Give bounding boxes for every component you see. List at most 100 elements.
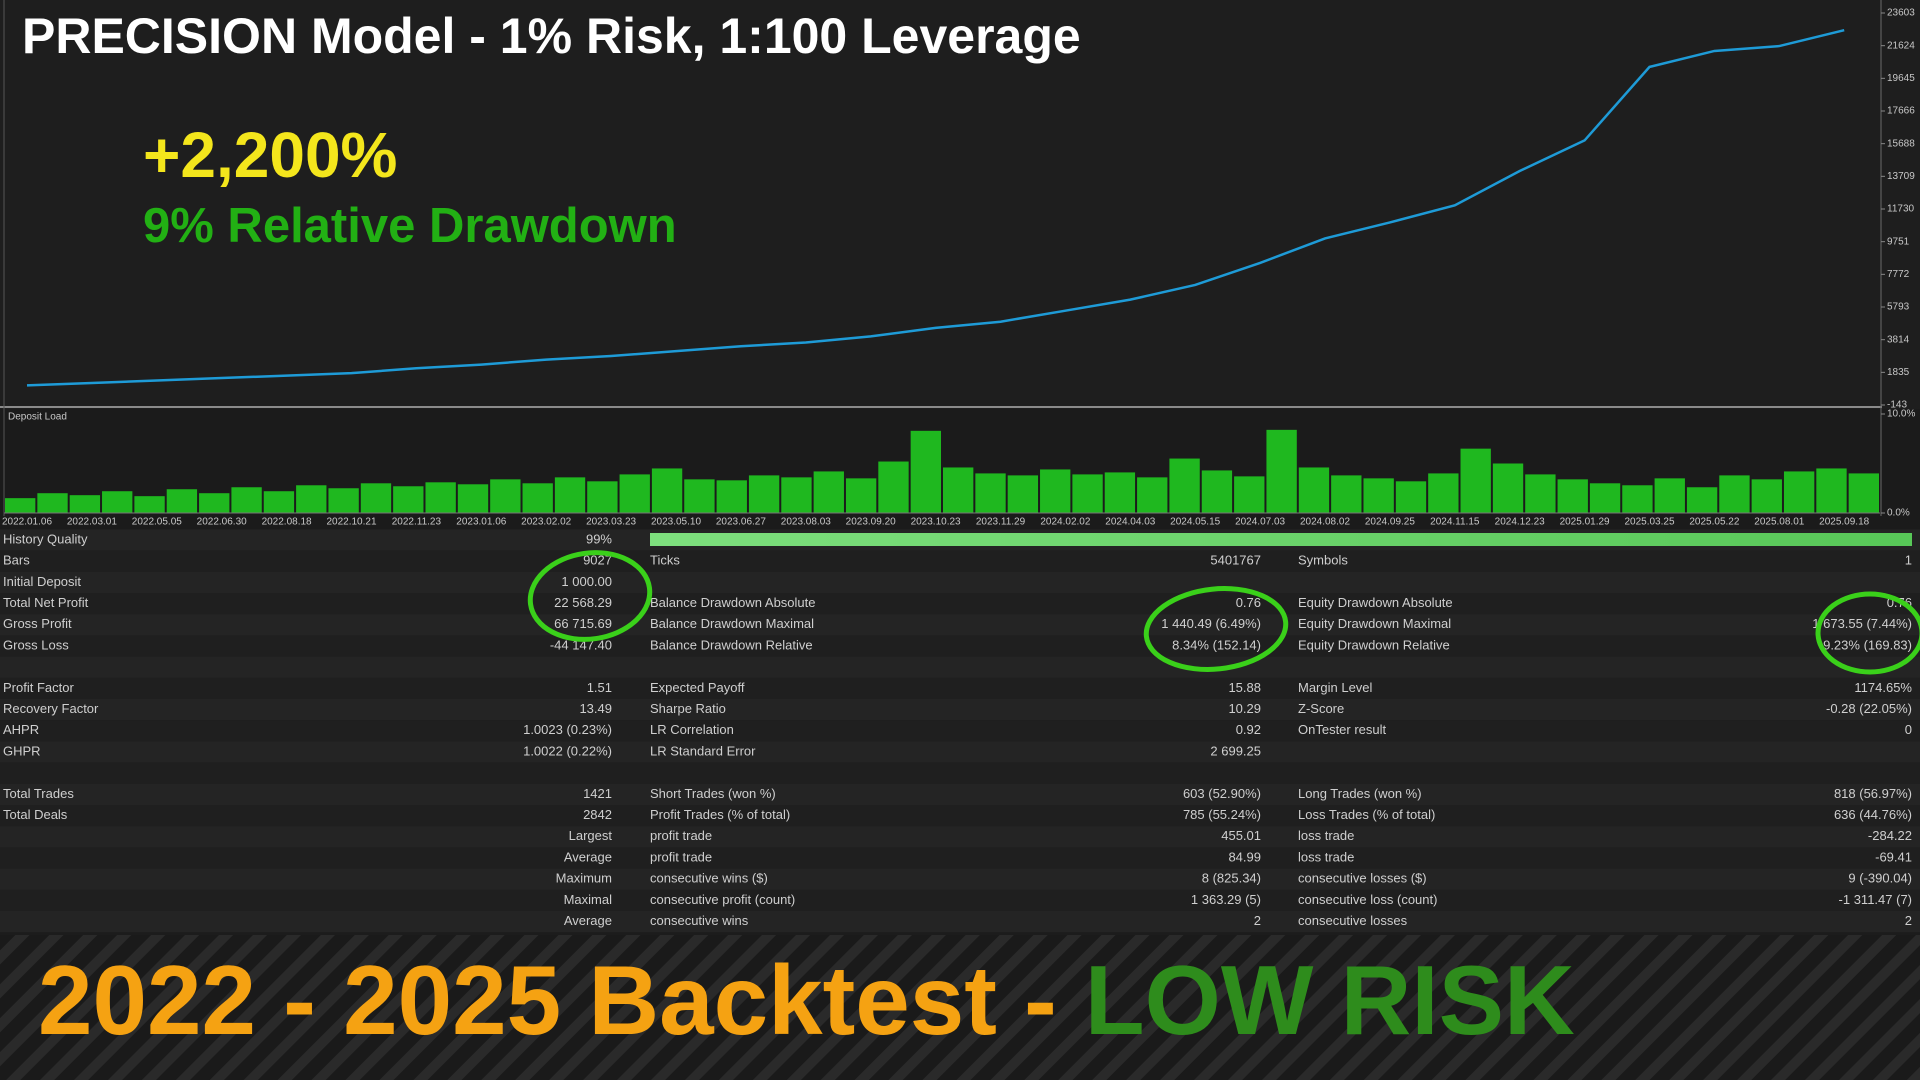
load-bar [1654,478,1685,513]
y-tick-label: 13709 [1887,171,1915,182]
row-value: -69.41 [1875,849,1912,864]
row-value: Largest [569,828,613,843]
load-bar [102,491,133,513]
x-tick-label: 2022.10.21 [326,517,376,528]
row-value: -1 311.47 (7) [1839,892,1912,907]
load-bar [1007,475,1039,513]
load-bar [716,480,747,513]
row-value: 1.0023 (0.23%) [523,722,612,737]
row-bg [0,550,1920,572]
x-tick-label: 2022.03.01 [67,517,117,528]
load-bar [1040,469,1071,513]
row-label: GHPR [3,743,41,758]
x-tick-label: 2024.04.03 [1105,517,1155,528]
row-value: 5401767 [1210,553,1261,568]
x-tick-label: 2024.12.23 [1495,517,1545,528]
load-bar [1331,475,1362,513]
row-value: 1 363.29 (5) [1191,892,1261,907]
load-bar [328,488,359,513]
row-label: Gross Profit [3,616,72,631]
row-label: OnTester result [1298,722,1387,737]
load-bar [748,475,780,513]
load-bar [69,495,101,513]
row-value: 2 699.25 [1210,743,1261,758]
row-value: 818 (56.97%) [1834,786,1912,801]
row-value: -44 147.40 [550,637,612,652]
load-bar [1622,485,1653,513]
row-bg [0,868,1920,890]
row-value: 66 715.69 [554,616,612,631]
x-tick-label: 2023.08.03 [781,517,831,528]
row-value: 9027 [583,553,612,568]
load-bar [263,491,295,513]
quality-bar [650,533,1912,546]
load-bar [1363,478,1394,513]
x-tick-label: 2023.10.23 [911,517,961,528]
row-label: Equity Drawdown Relative [1298,637,1450,652]
row-value: -0.28 (22.05%) [1826,701,1912,716]
load-bar [1428,473,1459,513]
row-value: 636 (44.76%) [1834,807,1912,822]
row-value: 22 568.29 [554,595,612,610]
row-bg [0,762,1920,784]
x-tick-label: 2025.05.22 [1689,517,1739,528]
load-bar [231,487,262,513]
row-bg [0,635,1920,657]
row-value: 8.34% (152.14) [1172,637,1261,652]
x-tick-label: 2024.08.02 [1300,517,1350,528]
row-label: consecutive wins ($) [650,871,768,886]
row-value: 9.23% (169.83) [1823,637,1912,652]
x-tick-label: 2023.02.02 [521,517,571,528]
row-value: 603 (52.90%) [1183,786,1261,801]
load-bar [587,481,618,513]
row-value: 1 673.55 (7.44%) [1812,616,1912,631]
row-label: Initial Deposit [3,574,81,589]
load-bar [1460,448,1491,513]
load-bar [1751,479,1782,513]
row-value: 2 [1254,913,1261,928]
row-bg [0,741,1920,763]
y-tick-label: 15688 [1887,138,1915,149]
y-tick-label: 5793 [1887,302,1910,313]
load-bar [781,477,812,513]
row-label: Symbols [1298,553,1348,568]
row-value: 9 (-390.04) [1848,871,1912,886]
load-bar [651,468,683,513]
row-bg [0,677,1920,699]
row-value: 99% [586,531,612,546]
row-label: Loss Trades (% of total) [1298,807,1435,822]
row-value: 10.29 [1228,701,1261,716]
x-tick-label: 2024.11.15 [1430,517,1480,528]
y-tick-label: 23603 [1887,8,1915,19]
load-bar [522,483,553,513]
load-bar [1589,483,1621,513]
row-label: Total Deals [3,807,68,822]
balance-line [26,28,1845,387]
row-bg [0,805,1920,827]
row-bg [0,593,1920,615]
row-value: 1 000.00 [561,574,612,589]
banner [0,935,1920,1080]
row-label: Sharpe Ratio [650,701,726,716]
row-label: History Quality [3,531,88,546]
x-tick-label: 2023.09.20 [846,517,896,528]
load-bar [910,430,941,513]
circle-annotation [1143,586,1289,672]
x-tick-label: 2022.01.06 [2,517,52,528]
load-bar [1137,477,1168,513]
x-tick-label: 2025.03.25 [1624,517,1674,528]
x-tick-label: 2022.06.30 [197,517,247,528]
row-bg [0,656,1920,678]
load-bar [134,496,165,513]
row-label: consecutive losses ($) [1298,871,1427,886]
row-bg [0,720,1920,742]
row-label: consecutive profit (count) [650,892,795,907]
load-bar [1298,467,1330,513]
row-label: Recovery Factor [3,701,99,716]
row-label: profit trade [650,828,712,843]
panel-label: Deposit Load [8,412,67,423]
load-bar [975,473,1006,513]
load-bar [1816,468,1847,513]
